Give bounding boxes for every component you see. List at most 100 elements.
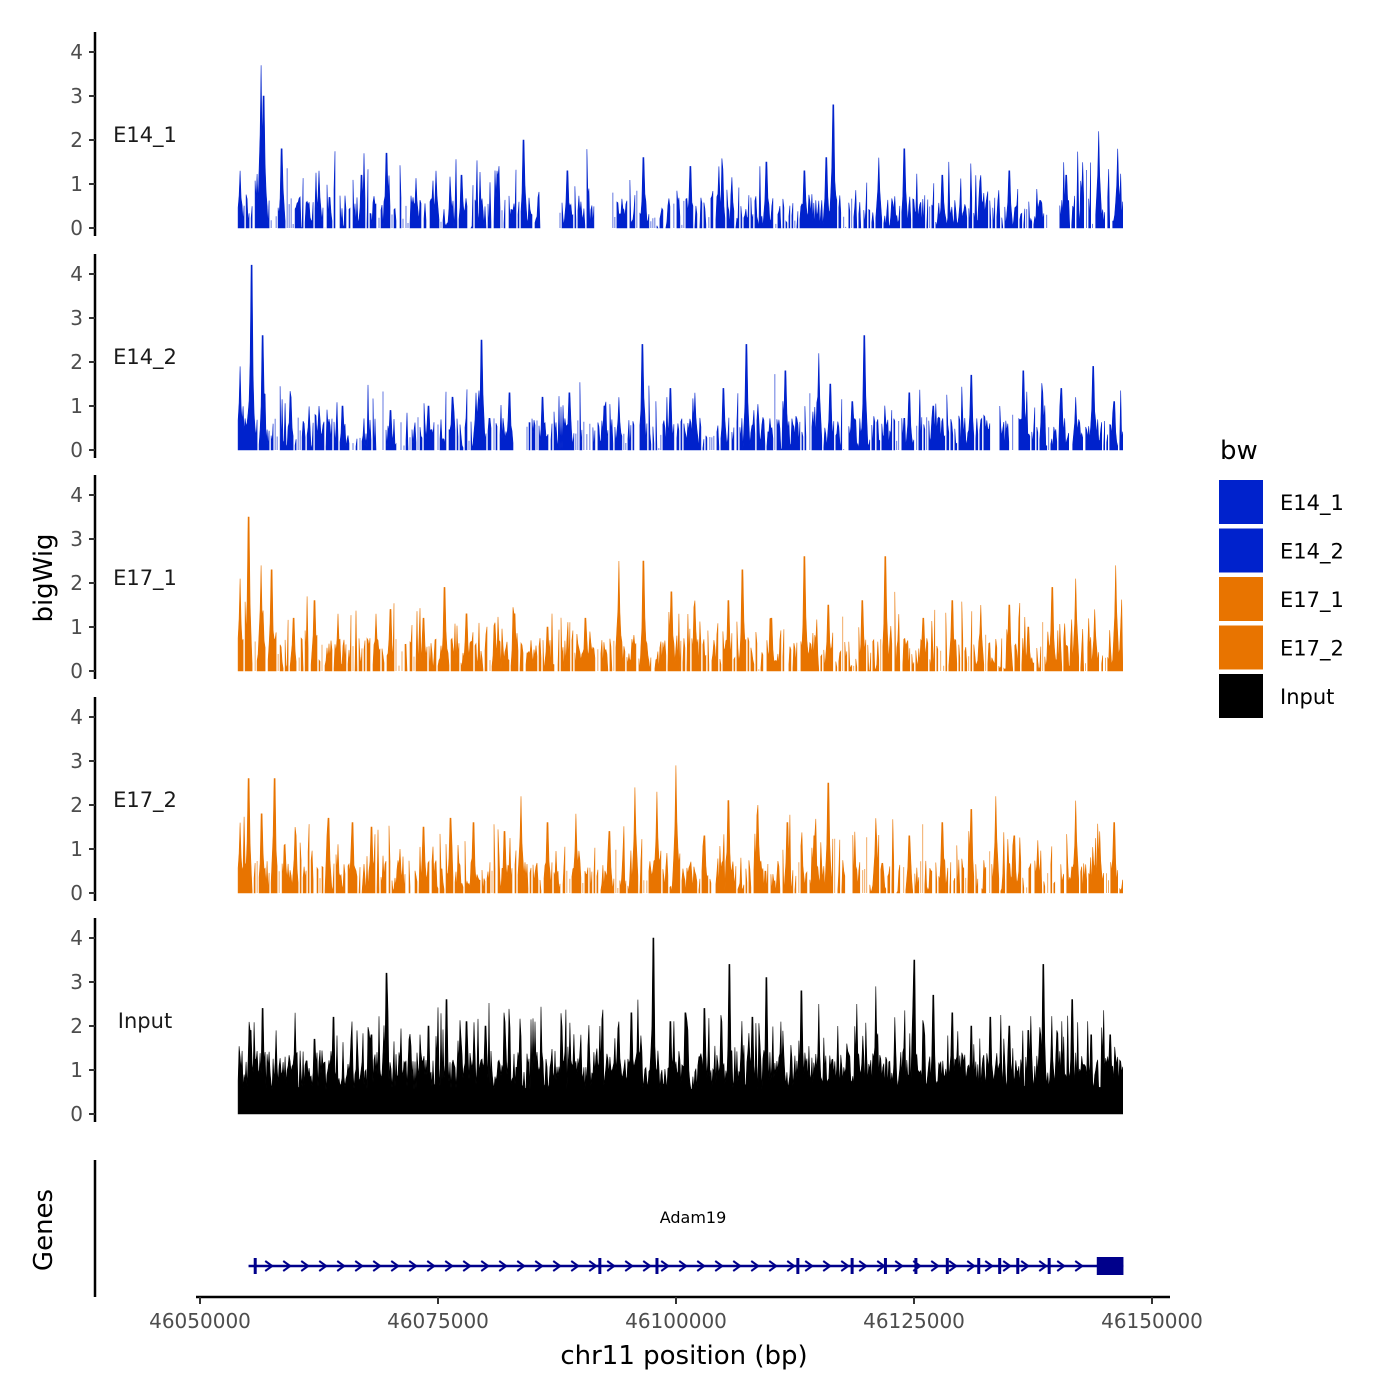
strand-arrow [1074, 1260, 1084, 1272]
strand-arrow [552, 1260, 562, 1272]
x-tick-label: 46050000 [149, 1309, 251, 1333]
y-tick-label: 1 [70, 1058, 83, 1082]
x-axis: chr11 position (bp) 46050000 46075000 4610… [149, 1295, 1203, 1371]
strand-arrow [948, 1260, 958, 1272]
legend-label: Input [1280, 685, 1334, 709]
strand-arrow [894, 1260, 904, 1272]
strand-arrow [480, 1260, 490, 1272]
coverage-area [237, 516, 1123, 672]
legend-entry: E14_1 [1219, 480, 1344, 524]
strand-arrow [714, 1260, 724, 1272]
strand-arrow [372, 1260, 382, 1272]
legend-label: E14_1 [1280, 491, 1344, 516]
legend-swatch [1219, 577, 1263, 621]
y-tick-label: 4 [70, 926, 83, 950]
legend-label: E17_2 [1280, 637, 1344, 662]
y-tick-label: 3 [70, 970, 83, 994]
strand-arrow [264, 1260, 274, 1272]
strand-arrow [858, 1260, 868, 1272]
y-axis-title: bigWig [29, 533, 59, 622]
strand-arrow [966, 1260, 976, 1272]
strand-arrow [624, 1260, 634, 1272]
legend-entry: Input [1219, 674, 1334, 718]
exon-mark [914, 1258, 918, 1274]
coverage-area [237, 264, 1123, 451]
strand-arrow [786, 1260, 796, 1272]
strand-arrow [1002, 1260, 1012, 1272]
strand-arrow [1038, 1260, 1048, 1272]
legend-title: bw [1220, 436, 1258, 466]
strand-arrow [408, 1260, 418, 1272]
x-tick-label: 46100000 [625, 1309, 727, 1333]
exon-mark [796, 1258, 800, 1274]
y-tick-label: 2 [70, 1014, 83, 1038]
legend-label: E14_2 [1280, 540, 1344, 565]
y-tick-label: 1 [70, 394, 83, 418]
exon-mark [1016, 1258, 1020, 1274]
legend-swatch [1219, 625, 1263, 670]
exon-block [1096, 1257, 1124, 1275]
exon-mark [945, 1258, 949, 1274]
y-tick-label: 3 [70, 527, 83, 551]
y-tick-label: 1 [70, 615, 83, 639]
track-e17-1: 0 1 2 3 4 E17_1 [70, 475, 1123, 683]
exon-mark [1047, 1258, 1051, 1274]
strand-arrow [930, 1260, 940, 1272]
exon-mark [883, 1258, 887, 1274]
y-tick-label: 2 [70, 571, 83, 595]
y-tick-label: 4 [70, 483, 83, 507]
exon-mark [998, 1258, 1002, 1274]
strand-arrow [336, 1260, 346, 1272]
legend-label: E17_1 [1280, 588, 1344, 613]
track-label: E17_1 [113, 566, 177, 591]
genes-axis-title: Genes [29, 1189, 59, 1271]
strand-arrow [840, 1260, 850, 1272]
y-tick-label: 0 [70, 659, 83, 683]
track-e14-1: 0 1 2 3 4 E14_1 [70, 32, 1123, 240]
legend-swatch [1219, 480, 1263, 524]
strand-arrow [534, 1260, 544, 1272]
coverage-area [237, 765, 1123, 894]
strand-arrow [516, 1260, 526, 1272]
strand-arrow [1056, 1260, 1066, 1272]
legend-entry: E14_2 [1219, 528, 1344, 573]
y-tick-label: 0 [70, 881, 83, 905]
strand-arrow [678, 1260, 688, 1272]
strand-arrow [606, 1260, 616, 1272]
track-input: 0 1 2 3 4 Input [70, 918, 1123, 1126]
legend-entry: E17_2 [1219, 625, 1344, 670]
exon-mark [655, 1258, 659, 1274]
track-label: E14_1 [113, 123, 177, 148]
x-axis-title: chr11 position (bp) [560, 1341, 807, 1371]
x-tick-label: 46125000 [863, 1309, 965, 1333]
strand-arrow [444, 1260, 454, 1272]
strand-arrow [390, 1260, 400, 1272]
y-tick-label: 0 [70, 216, 83, 240]
exon-mark [850, 1258, 854, 1274]
strand-arrow [354, 1260, 364, 1272]
y-tick-label: 1 [70, 837, 83, 861]
y-tick-label: 2 [70, 793, 83, 817]
y-tick-label: 0 [70, 438, 83, 462]
legend-swatch [1219, 528, 1263, 573]
track-label: E14_2 [113, 345, 177, 370]
strand-arrow [462, 1260, 472, 1272]
legend: bw E14_1 E14_2 E17_1 E17_2 Input [1219, 436, 1344, 718]
y-tick-label: 2 [70, 128, 83, 152]
strand-arrow [984, 1260, 994, 1272]
track-e17-2: 0 1 2 3 4 E17_2 [70, 697, 1123, 905]
strand-arrow [498, 1260, 508, 1272]
y-tick-label: 0 [70, 1102, 83, 1126]
strand-arrow [588, 1260, 598, 1272]
coverage-tracks: 0 1 2 3 4 E14_1 0 1 2 3 4 E14_2 0 1 2 3 4 E17_1 0 1 2 3 4 E17_2… [70, 32, 1123, 1126]
exon-mark [253, 1258, 257, 1274]
y-tick-label: 4 [70, 40, 83, 64]
genes-track: Genes Adam19 [29, 1160, 1124, 1297]
legend-swatch [1219, 674, 1263, 718]
exon-mark [598, 1258, 602, 1274]
exon-mark [977, 1258, 981, 1274]
strand-arrow [300, 1260, 310, 1272]
track-e14-2: 0 1 2 3 4 E14_2 [70, 254, 1123, 462]
x-tick-label: 46150000 [1101, 1309, 1203, 1333]
